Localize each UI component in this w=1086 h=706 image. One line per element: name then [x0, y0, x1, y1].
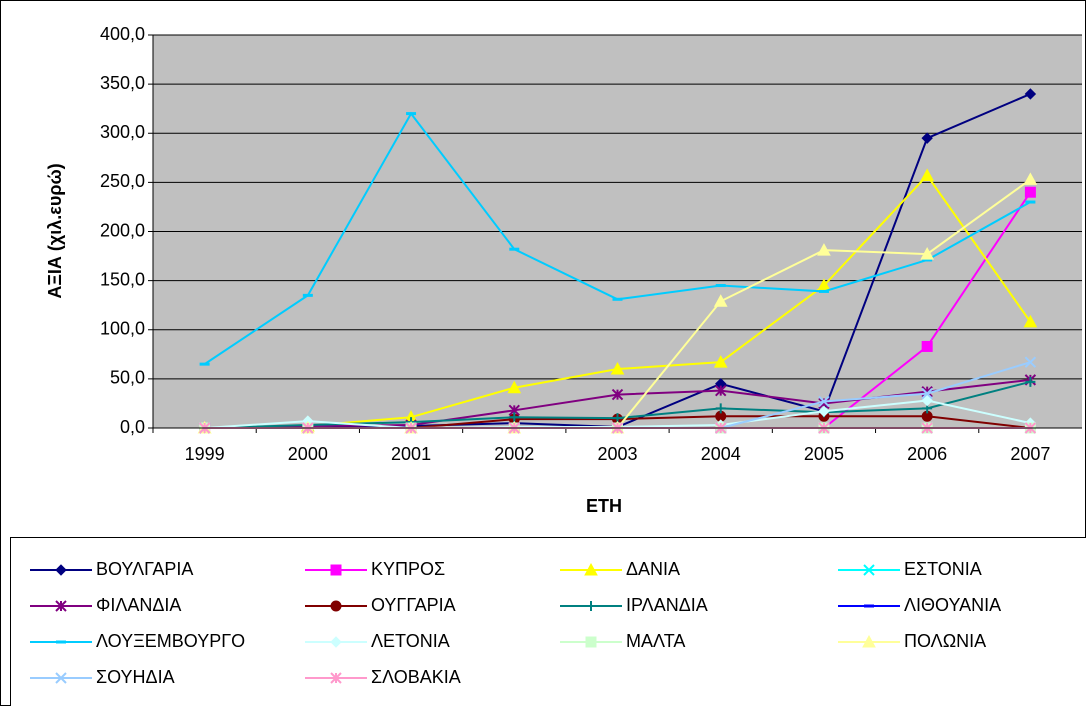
legend	[10, 537, 1086, 706]
marker	[1025, 376, 1036, 387]
x-axis-label: ΕΤΗ	[586, 496, 622, 516]
x-tick-label: 2007	[1010, 444, 1050, 464]
legend-label: ΣΛΟΒΑΚΙΑ	[371, 667, 461, 687]
marker	[864, 604, 874, 608]
marker	[509, 247, 520, 251]
marker	[507, 380, 522, 394]
marker	[1023, 172, 1038, 185]
marker	[922, 258, 933, 262]
legend-label: ΒΟΥΛΓΑΡΙΑ	[96, 559, 193, 579]
marker	[715, 384, 727, 397]
legend-label: ΠΟΛΩΝΙΑ	[904, 631, 986, 651]
legend-label: ΣΟΥΗΔΙΑ	[96, 667, 175, 687]
legend-label: ΛΟΥΞΕΜΒΟΥΡΓΟ	[96, 631, 245, 651]
legend-label: ΜΑΛΤΑ	[626, 631, 685, 651]
marker	[1024, 186, 1036, 198]
x-tick-label: 2003	[597, 444, 637, 464]
x-tick-label: 2000	[288, 444, 328, 464]
marker	[921, 387, 933, 400]
marker	[330, 672, 342, 684]
marker	[715, 284, 726, 288]
marker	[406, 112, 417, 116]
legend-label: ΟΥΓΓΑΡΙΑ	[371, 595, 456, 615]
marker	[55, 564, 67, 576]
marker	[330, 636, 342, 648]
y-tick-label: 200,0	[100, 220, 145, 240]
marker	[713, 355, 728, 368]
marker	[1025, 200, 1036, 204]
legend-label: ΦΙΛΑΝΔΙΑ	[96, 595, 181, 615]
y-tick-label: 350,0	[100, 73, 145, 93]
marker	[818, 289, 829, 293]
y-tick-label: 150,0	[100, 269, 145, 289]
marker	[1024, 88, 1037, 100]
marker	[56, 640, 66, 644]
marker	[715, 403, 726, 414]
marker	[55, 672, 67, 684]
y-tick-label: 0,0	[120, 417, 145, 437]
marker	[921, 132, 933, 144]
marker	[586, 601, 596, 611]
legend-label: ΕΣΤΟΝΙΑ	[904, 559, 982, 579]
legend-label: ΛΕΤΟΝΙΑ	[371, 631, 450, 651]
legend-label: ΛΙΘΟΥΑΝΙΑ	[904, 595, 1001, 615]
marker	[1024, 356, 1037, 368]
marker	[585, 636, 597, 648]
marker	[330, 600, 342, 612]
x-tick-label: 2005	[804, 444, 844, 464]
x-tick-label: 1999	[185, 444, 225, 464]
legend-label: ΙΡΛΑΝΔΙΑ	[626, 595, 708, 615]
x-tick-label: 2006	[907, 444, 947, 464]
marker	[584, 562, 598, 576]
marker	[817, 243, 831, 256]
marker	[1023, 314, 1038, 328]
y-tick-label: 250,0	[100, 171, 145, 191]
marker	[612, 297, 623, 301]
marker	[302, 293, 313, 297]
marker	[199, 362, 210, 366]
marker	[862, 634, 876, 648]
x-tick-label: 2004	[701, 444, 741, 464]
y-tick-label: 100,0	[100, 319, 145, 339]
y-axis-label: ΑΞΙΑ (χιλ.ευρώ)	[45, 163, 65, 298]
marker	[611, 388, 624, 401]
marker	[921, 394, 933, 407]
legend-label: ΚΥΠΡΟΣ	[371, 559, 445, 579]
legend-label: ΔΑΝΙΑ	[626, 559, 680, 579]
y-tick-label: 300,0	[100, 122, 145, 142]
marker	[610, 362, 625, 375]
marker	[863, 564, 875, 576]
marker	[920, 168, 935, 181]
marker	[921, 340, 933, 352]
marker	[55, 600, 67, 612]
marker	[330, 564, 342, 576]
marker	[509, 412, 520, 423]
marker	[818, 395, 830, 408]
x-tick-label: 2002	[494, 444, 534, 464]
marker	[818, 405, 830, 418]
y-tick-label: 400,0	[100, 24, 145, 44]
y-tick-label: 50,0	[110, 368, 145, 388]
marker	[920, 247, 935, 260]
marker	[713, 294, 728, 307]
x-tick-label: 2001	[391, 444, 431, 464]
